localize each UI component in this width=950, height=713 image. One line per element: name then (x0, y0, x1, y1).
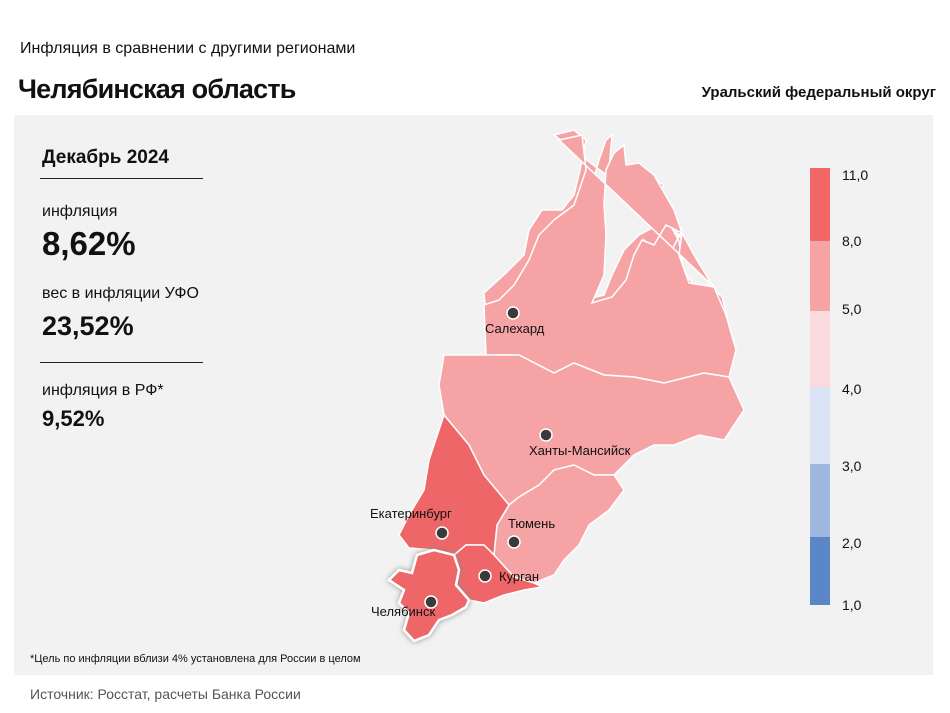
rf-inflation-label: инфляция в РФ* (42, 382, 164, 399)
legend-tick: 4,0 (842, 381, 862, 397)
svg-text:Челябинск: Челябинск (371, 604, 435, 619)
period-label: Декабрь 2024 (42, 147, 169, 168)
legend-band-4-5 (810, 311, 830, 387)
divider-top (40, 178, 203, 179)
svg-text:Тюмень: Тюмень (508, 516, 555, 531)
footnote: *Цель по инфляции вблизи 4% установлена … (30, 653, 361, 665)
ural-district-map: Салехард Ханты-Мансийск Екатеринбург Тюм… (370, 129, 745, 643)
svg-text:Салехард: Салехард (485, 321, 545, 336)
legend-band-5-8 (810, 241, 830, 311)
legend-tick: 11,0 (842, 167, 869, 183)
city-kurgan: Курган (478, 569, 539, 584)
content-panel: Декабрь 2024 инфляция 8,62% вес в инфляц… (14, 115, 933, 675)
inflation-value: 8,62% (42, 225, 136, 262)
rf-inflation-value: 9,52% (42, 406, 105, 431)
city-chelyabinsk: Челябинск (371, 595, 438, 619)
district-label: Уральский федеральный округ (701, 84, 936, 101)
legend-tick: 1,0 (842, 597, 862, 613)
legend-tick: 8,0 (842, 233, 862, 249)
legend-band-3-4 (810, 387, 830, 464)
legend-band-2-3 (810, 464, 830, 537)
svg-text:Ханты-Мансийск: Ханты-Мансийск (529, 443, 631, 458)
legend-tick: 2,0 (842, 535, 862, 551)
city-salekhard: Салехард (485, 306, 545, 336)
weight-label: вес в инфляции УФО (42, 285, 199, 302)
svg-text:Екатеринбург: Екатеринбург (370, 506, 452, 521)
divider-bottom (40, 362, 203, 363)
legend-tick: 3,0 (842, 458, 862, 474)
svg-text:Курган: Курган (499, 569, 539, 584)
source-note: Источник: Росстат, расчеты Банка России (30, 686, 301, 702)
page-title: Челябинская область (18, 74, 296, 104)
subtitle: Инфляция в сравнении с другими регионами (20, 40, 356, 57)
legend-band-8-11 (810, 168, 830, 241)
legend-tick: 5,0 (842, 301, 862, 317)
city-yekaterinburg: Екатеринбург (370, 506, 452, 540)
region-chelyabinsk (387, 548, 471, 643)
region-yanao-body (483, 134, 737, 384)
inflation-label: инфляция (42, 203, 118, 220)
city-tyumen: Тюмень (507, 516, 555, 549)
legend-band-1-2 (810, 537, 830, 605)
city-khanty-mansiysk: Ханты-Мансийск (529, 428, 631, 458)
weight-value: 23,52% (42, 311, 134, 341)
